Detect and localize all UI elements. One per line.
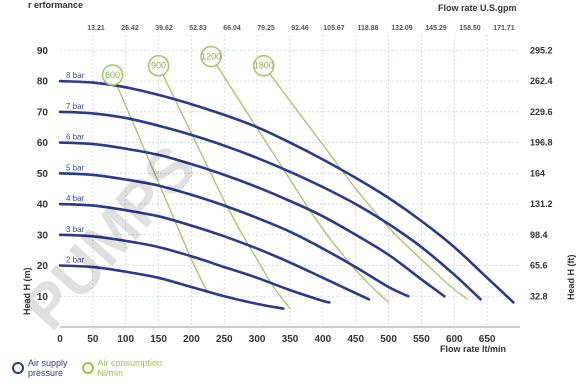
y-right-tick-label: 229.6 (530, 107, 553, 117)
pressure-curve-5-bar (58, 172, 410, 298)
top-tick-label: 158.50 (459, 25, 481, 32)
air-marker-label: 1200 (201, 52, 221, 62)
x-tick-label: 350 (282, 334, 299, 345)
top-tick-label: 52.83 (189, 25, 207, 32)
pressure-label: 8 bar (66, 71, 85, 80)
y-tick-label: 90 (37, 46, 49, 57)
top-tick-label: 105.67 (323, 25, 345, 32)
chart-legend: Air supply pressure Air consumption Nl/m… (12, 358, 162, 378)
top-tick-label: 92.46 (291, 25, 309, 32)
y-tick-label: 40 (37, 200, 49, 211)
y-axis-title-right: Head H (ft) (566, 255, 576, 301)
x-tick-label: 100 (117, 334, 134, 345)
x-tick-label: 400 (315, 334, 332, 345)
air-marker-circle (252, 54, 275, 77)
pressure-label: 7 bar (66, 102, 85, 111)
y-right-tick-label: 131.2 (530, 199, 553, 209)
legend-label: Air consumption Nl/min (97, 358, 163, 378)
x-tick-label: 0 (57, 334, 63, 345)
x-tick-label: 500 (380, 334, 397, 345)
x-tick-label: 200 (183, 334, 200, 345)
pressure-labels: 8 bar 7 bar 6 bar 5 bar 4 bar 3 bar 2 bar (66, 71, 85, 264)
x-tick-label: 650 (479, 334, 496, 345)
y-right-tick-label: 295.2 (530, 45, 553, 55)
x-tick-label: 150 (150, 334, 167, 345)
y-right-tick-label: 98.4 (530, 230, 548, 240)
y-right-tick-label: 65.6 (530, 261, 548, 271)
x-tick-label: 450 (347, 334, 364, 345)
pressure-label: 2 bar (66, 256, 85, 265)
y-axis-title-left: Head H (m) (22, 267, 32, 315)
top-tick-label: 118.88 (357, 25, 378, 32)
pressure-label: 6 bar (66, 133, 85, 142)
pressure-curve-2-bar (58, 264, 285, 310)
top-tick-label: 13.21 (87, 25, 105, 32)
y-right-tick-label: 32.8 (530, 291, 548, 301)
air-curve-900 (157, 65, 291, 310)
top-left-fragment: r erformance (28, 0, 83, 10)
x-tick-label: 250 (216, 334, 233, 345)
y-tick-label: 30 (37, 230, 49, 241)
pressure-label: 4 bar (66, 194, 85, 203)
top-tick-label: 66.04 (223, 25, 241, 32)
top-axis-title: Flow rate U.S.gpm (438, 3, 517, 13)
legend-item-air-consumption: Air consumption Nl/min (81, 358, 163, 378)
air-marker-circle (101, 64, 124, 86)
air-marker-circle (200, 45, 222, 68)
air-curve-1200 (210, 56, 390, 303)
axis-ticks: 0 50 100 150 200 250 300 350 400 450 500 550 600 650 1… (37, 25, 553, 345)
y-tick-label: 20 (37, 261, 49, 272)
y-tick-label: 10 (37, 292, 49, 303)
x-tick-label: 300 (249, 334, 266, 345)
pressure-curve-4-bar (58, 202, 371, 301)
pressure-label: 5 bar (66, 163, 85, 172)
y-tick-label: 60 (37, 138, 49, 149)
air-marker-label: 1800 (254, 61, 274, 71)
y-right-tick-label: 262.4 (530, 76, 553, 86)
air-curve-1800 (263, 65, 468, 300)
y-right-tick-label: 196.8 (530, 138, 553, 148)
x-tick-label: 600 (446, 334, 463, 345)
pressure-curve-8-bar (58, 79, 515, 304)
pressure-curve-6-bar (58, 141, 446, 298)
x-tick-label: 50 (87, 334, 99, 345)
x-axis-title: Flow rate lt/min (440, 344, 506, 354)
top-tick-label: 145.29 (425, 25, 447, 32)
air-marker-label: 600 (105, 70, 120, 80)
y-tick-label: 80 (37, 77, 49, 88)
air-consumption-markers: 600 900 1200 1800 (101, 45, 275, 86)
top-tick-label: 79.25 (257, 25, 275, 32)
top-tick-label: 39.62 (155, 25, 173, 32)
circle-icon (12, 362, 24, 374)
air-marker-label: 900 (151, 61, 166, 71)
supply-pressure-curves (58, 79, 515, 310)
y-tick-label: 70 (37, 107, 49, 118)
legend-item-air-supply: Air supply pressure (12, 358, 68, 378)
pressure-curve-7-bar (58, 110, 482, 301)
top-tick-label: 26.42 (121, 25, 139, 32)
y-tick-label: 50 (37, 169, 49, 180)
y-right-tick-label: 164 (530, 168, 545, 178)
circle-icon (81, 362, 94, 374)
top-tick-label: 171.71 (493, 25, 515, 32)
x-tick-label: 550 (413, 334, 430, 345)
pressure-label: 3 bar (66, 225, 85, 234)
pressure-curve-3-bar (58, 233, 331, 304)
air-marker-circle (147, 54, 170, 77)
legend-label: Air supply pressure (28, 358, 68, 378)
top-tick-label: 132.09 (391, 25, 413, 32)
